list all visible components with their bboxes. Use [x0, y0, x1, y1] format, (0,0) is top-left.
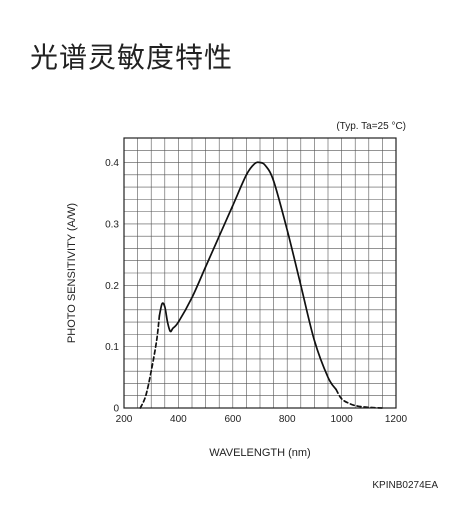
x-tick-label: 800	[279, 414, 296, 425]
sensitivity-curve-dashed	[335, 388, 384, 409]
x-tick-label: 400	[170, 414, 187, 425]
y-tick-label: 0	[113, 404, 119, 415]
y-tick-label: 0.4	[105, 158, 119, 169]
y-axis-label: PHOTO SENSITIVITY (A/W)	[66, 202, 78, 344]
document-code: KPINB0274EA	[372, 480, 438, 491]
chart-series	[139, 161, 384, 409]
page-title: 光谱灵敏度特性	[30, 41, 234, 74]
x-tick-label: 200	[116, 414, 133, 425]
x-axis-label: WAVELENGTH (nm)	[209, 447, 311, 459]
y-tick-label: 0.3	[105, 219, 119, 230]
chart-grid	[124, 138, 396, 408]
x-tick-label: 1200	[385, 414, 408, 425]
x-tick-label: 600	[224, 414, 241, 425]
x-tick-label: 1000	[330, 414, 353, 425]
measurement-condition: (Typ. Ta=25 °C)	[336, 121, 406, 132]
plot-frame	[123, 137, 397, 409]
y-tick-label: 0.2	[105, 281, 119, 292]
chart-ticks: 200 400 600 800 1000 1200 0 0.1 0.2 0.3 0.4	[105, 158, 407, 425]
sensitivity-curve-dashed	[139, 315, 161, 409]
sensitivity-curve-solid	[158, 161, 338, 391]
y-tick-label: 0.1	[105, 342, 119, 353]
